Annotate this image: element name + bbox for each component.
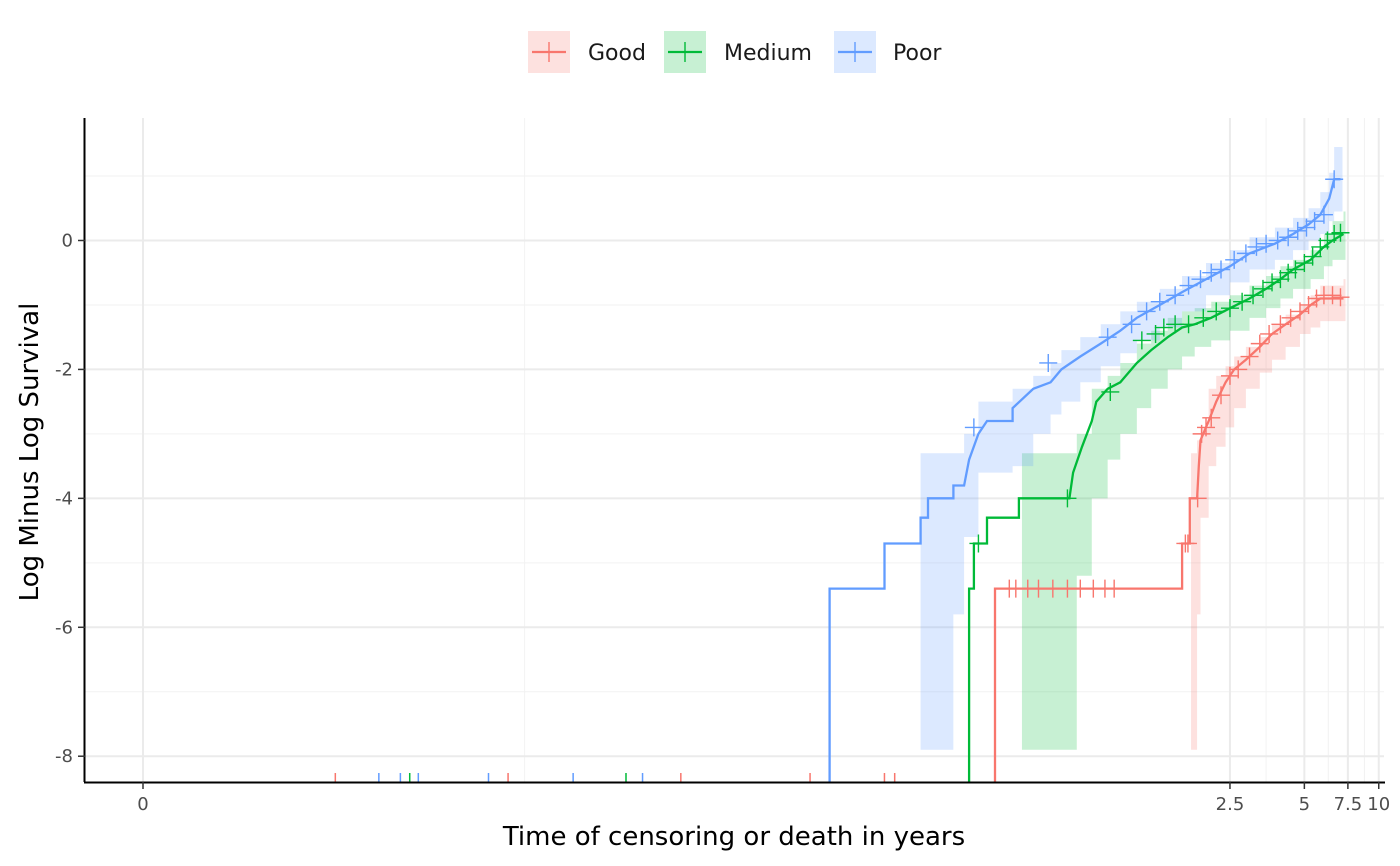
x-axis-title: Time of censoring or death in years xyxy=(502,822,965,852)
y-tick-label-1: -2 xyxy=(55,359,73,380)
legend-label-good: Good xyxy=(588,41,646,66)
x-tick-label-3: 7.5 xyxy=(1334,794,1363,815)
y-tick-label-2: -4 xyxy=(55,488,73,509)
x-tick-label-4: 10 xyxy=(1367,794,1390,815)
x-tick-label-1: 2.5 xyxy=(1216,794,1245,815)
legend-label-poor: Poor xyxy=(893,41,942,66)
x-tick-label-2: 5 xyxy=(1299,794,1310,815)
legend-label-medium: Medium xyxy=(724,41,812,66)
y-tick-label-4: -8 xyxy=(55,746,73,767)
x-tick-label-0: 0 xyxy=(137,794,148,815)
y-tick-label-0: 0 xyxy=(62,230,73,251)
y-tick-label-3: -6 xyxy=(55,617,73,638)
y-axis-title: Log Minus Log Survival xyxy=(15,303,45,602)
